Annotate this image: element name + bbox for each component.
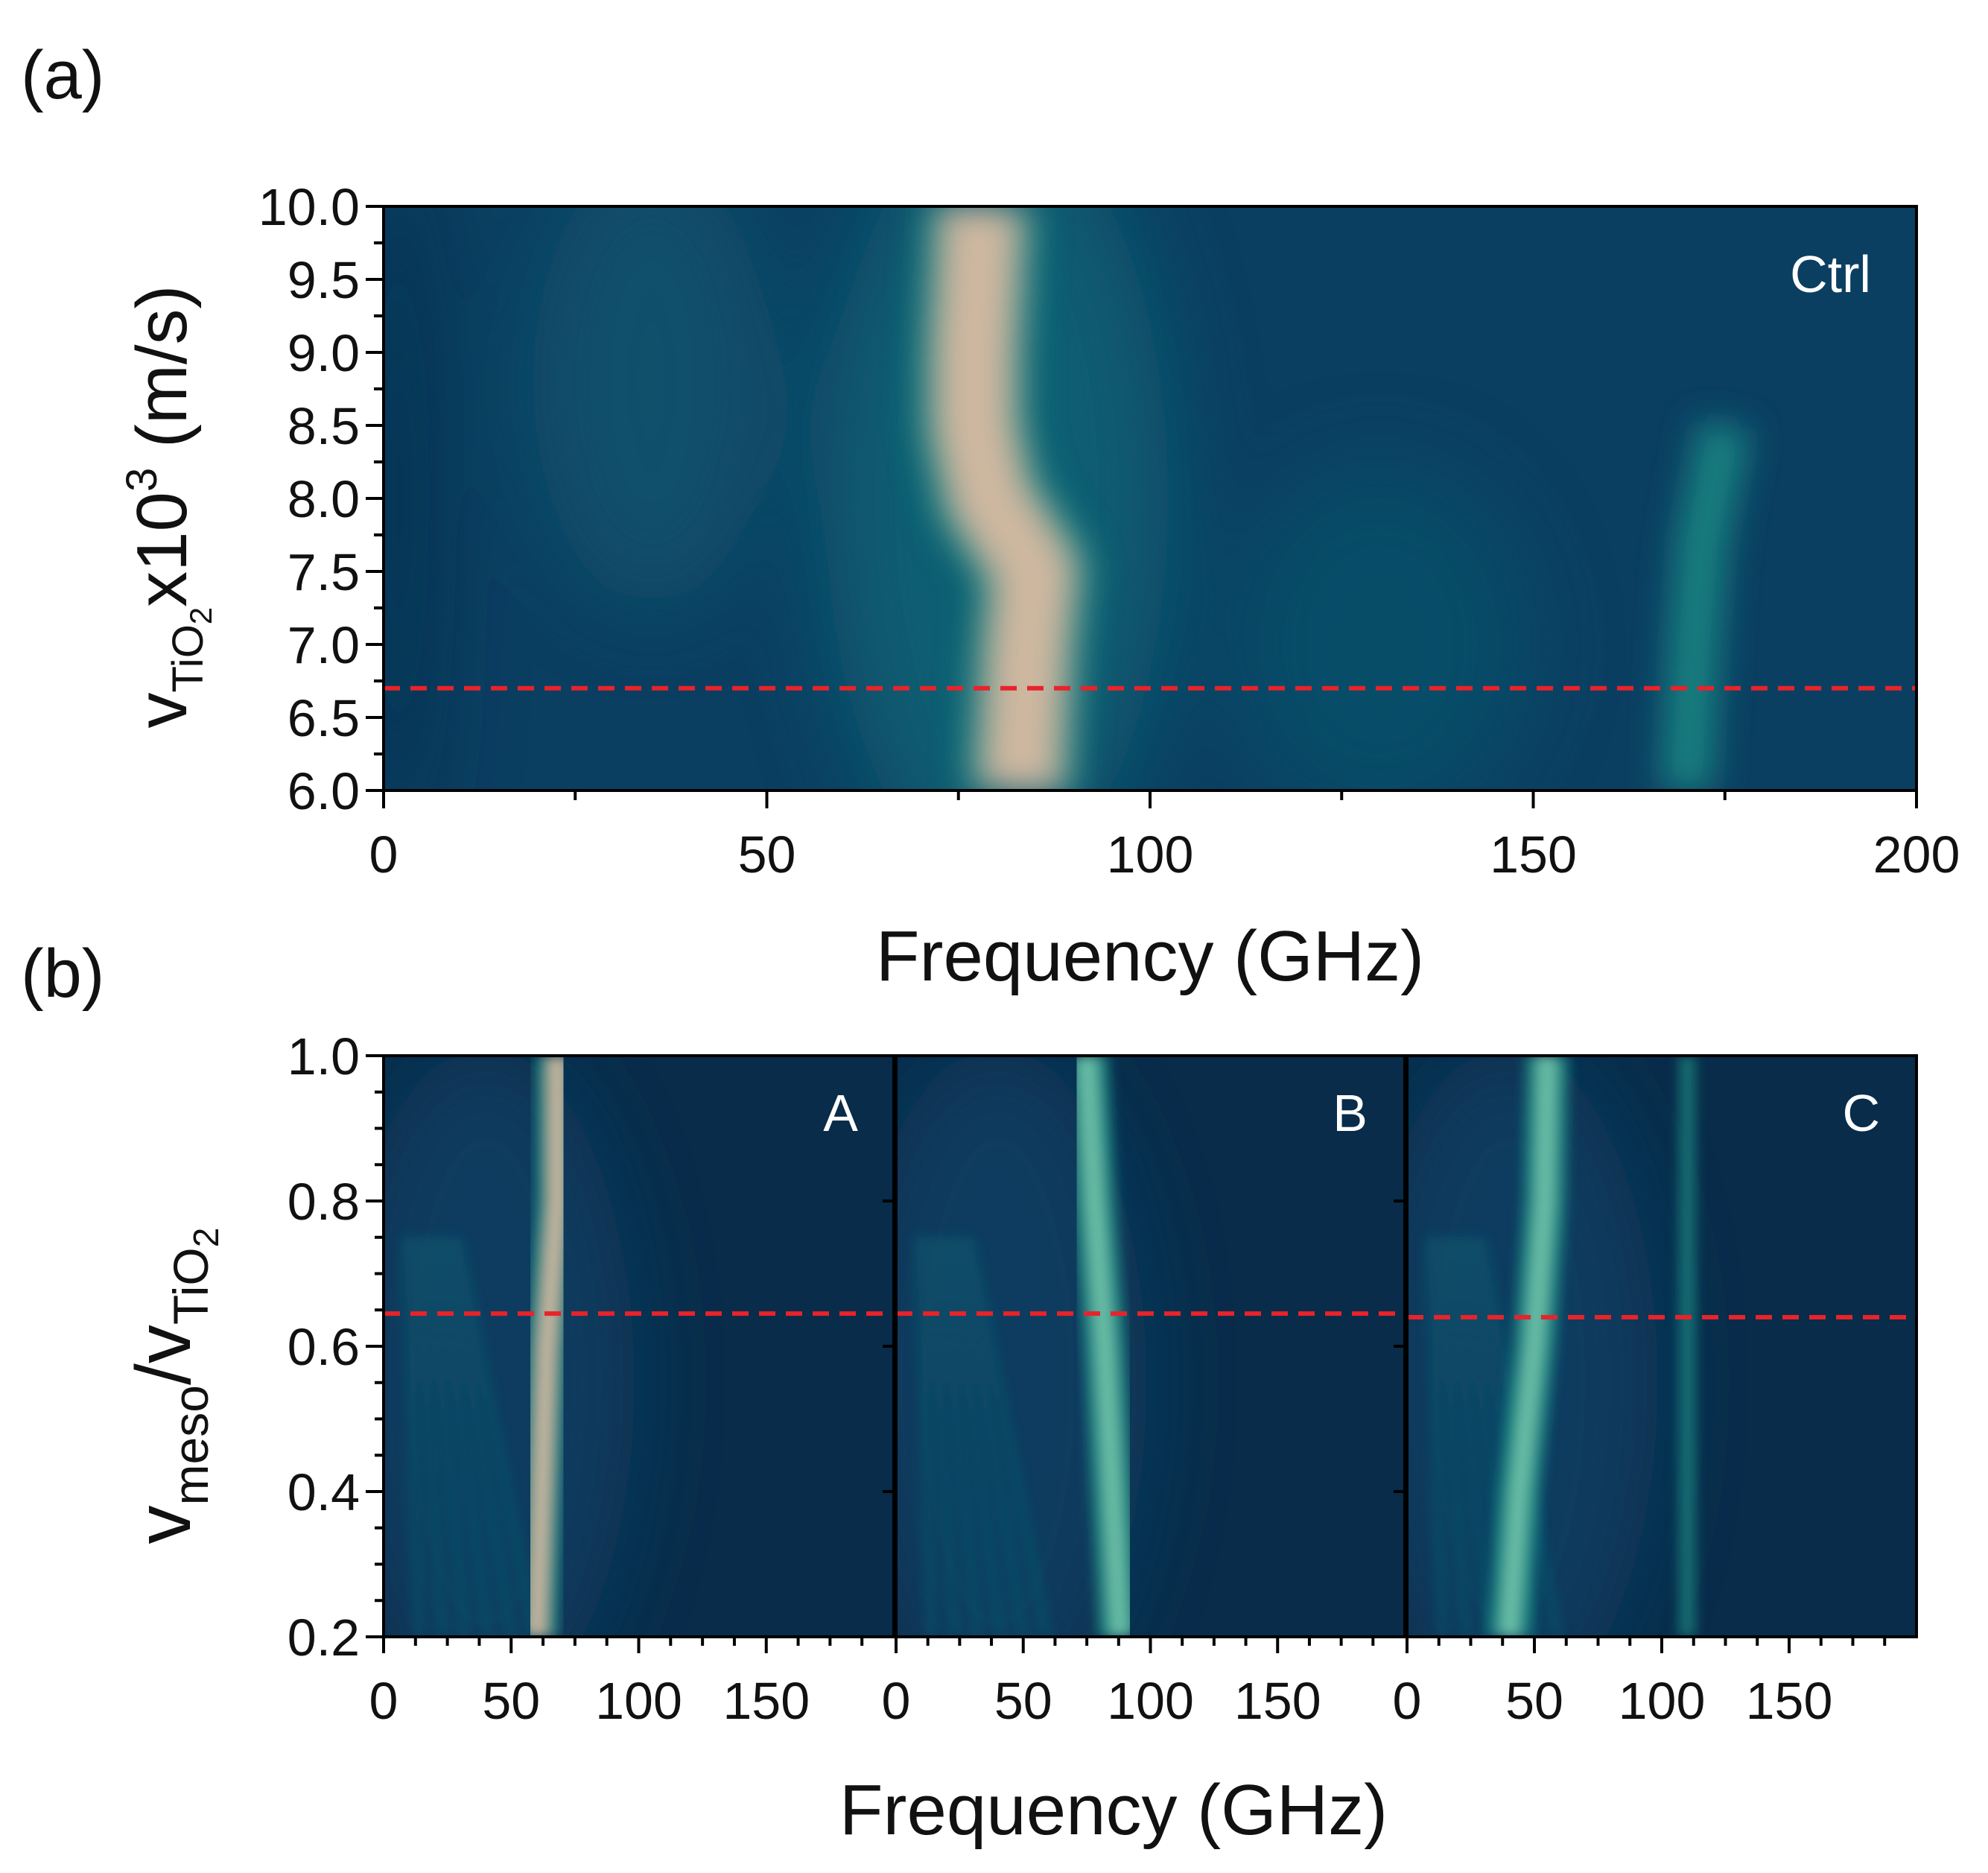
heatmap-a-ridges <box>918 206 1751 790</box>
x-tick-label-b: 150 <box>1234 1672 1321 1730</box>
y-tick-label-a: 6.0 <box>288 762 360 820</box>
y-tick-label-a: 8.5 <box>288 397 360 455</box>
fan-streak <box>1426 1237 1446 1637</box>
ridge-a-0 <box>938 206 1071 790</box>
x-tick-label-a: 200 <box>1873 825 1960 884</box>
y-tick-label-a: 9.0 <box>288 324 360 382</box>
y-title-b-sub2: TiO <box>163 1247 218 1325</box>
panel-a: 0 50 100 150 200 6.0 6.5 7.0 7.5 8.0 8.5 9.0 9.5 10.0… <box>118 178 1960 996</box>
fan-streak <box>956 1236 1027 1637</box>
x-tick-label-b: 50 <box>482 1672 540 1730</box>
panel-a-label: (a) <box>21 37 104 113</box>
x-tick-label-b: 100 <box>595 1672 682 1730</box>
y-tick-label-a: 8.0 <box>288 470 360 528</box>
y-title-b-main: v <box>121 1505 207 1544</box>
annotation-A: A <box>823 1084 858 1142</box>
x-tick-label-b: 100 <box>1619 1672 1706 1730</box>
x-tick-label-a: 150 <box>1490 825 1577 884</box>
fan-streak <box>433 1237 492 1637</box>
x-tick-label-a: 0 <box>369 825 398 884</box>
x-tick-label-b: 150 <box>723 1672 810 1730</box>
y-axis-title-b: vmeso/vTiO2 <box>121 1228 226 1544</box>
y-title-a-subsub: 2 <box>183 607 218 624</box>
x-tick-label-b: 0 <box>882 1672 911 1730</box>
heatmap-b-ridges <box>1487 1056 1696 1637</box>
fan-streak <box>945 1237 1004 1637</box>
fan-streak <box>915 1237 936 1637</box>
y-title-a-sub: TiO <box>164 624 212 692</box>
x-tick-label-b: 50 <box>1505 1672 1563 1730</box>
y-title-b-slash: /v <box>121 1325 207 1385</box>
y-title-b-subsub2: 2 <box>187 1228 226 1248</box>
y-tick-label-a: 6.5 <box>288 689 360 747</box>
fan-streak <box>1446 1237 1493 1637</box>
fan-streak <box>423 1237 469 1637</box>
y-title-a-rest: x10 <box>122 492 202 607</box>
x-axis-title-b: Frequency (GHz) <box>839 1770 1388 1850</box>
heatmap-b-ridges <box>515 1056 579 1637</box>
y-tick-label-a: 7.0 <box>288 616 360 674</box>
fan-streak <box>413 1237 446 1637</box>
heatmap-b-B <box>896 1056 1405 1637</box>
heatmap-b-C <box>1407 1056 1916 1637</box>
heatmap-b-fan <box>915 1236 1050 1637</box>
annotation-B: B <box>1333 1084 1368 1142</box>
y-tick-label-b: 0.4 <box>288 1463 360 1521</box>
ridge-b <box>1077 1056 1130 1637</box>
ridge-a-1 <box>1660 420 1751 790</box>
x-axis-title-a: Frequency (GHz) <box>876 916 1424 996</box>
haze-a-right <box>1230 466 1529 790</box>
y-tick-label-b: 1.0 <box>288 1027 360 1086</box>
y-tick-label-a: 7.5 <box>288 543 360 601</box>
fan-streak <box>402 1237 423 1637</box>
axis-ticks-b: 0 50 100 150 0 50 100 150 0 50 100 150 0.2 0.4 0.6 0.8 1… <box>288 1027 1887 1730</box>
axis-ticks-a: 0 50 100 150 200 6.0 6.5 7.0 7.5 8.0 8.5 9.0 9.5 10.0 <box>258 178 1960 884</box>
y-tick-label-b: 0.2 <box>288 1609 360 1667</box>
fan-streak <box>936 1237 982 1637</box>
heatmap-b-fan <box>402 1236 538 1637</box>
y-tick-label-b: 0.6 <box>288 1318 360 1376</box>
y-axis-title-a: vTiO2x103 (m/s) <box>118 285 218 729</box>
panel-b: 0 50 100 150 0 50 100 150 0 50 100 150 0.2 0.4 0.6 0.8 1… <box>121 1027 1918 1850</box>
y-title-a-main: v <box>122 692 202 728</box>
x-tick-label-a: 100 <box>1107 825 1194 884</box>
x-tick-label-b: 100 <box>1107 1672 1194 1730</box>
y-tick-label-b: 0.8 <box>288 1173 360 1231</box>
annotation-ctrl: Ctrl <box>1790 245 1871 303</box>
heatmap-a <box>384 206 1916 790</box>
y-tick-label-a: 10.0 <box>258 178 360 236</box>
y-title-a-sup: 3 <box>118 468 166 492</box>
haze-a-edge <box>384 206 429 790</box>
ridge-b <box>527 1056 567 1637</box>
fan-streak <box>925 1237 959 1637</box>
y-title-b-sub: meso <box>163 1385 218 1505</box>
y-tick-label-a: 9.5 <box>288 251 360 309</box>
heatmap-b-ridges <box>1065 1056 1142 1637</box>
x-tick-label-b: 0 <box>1393 1672 1422 1730</box>
x-tick-label-a: 50 <box>738 825 796 884</box>
fan-streak <box>966 1236 1050 1637</box>
haze-a-left <box>533 206 772 606</box>
x-tick-label-b: 0 <box>369 1672 398 1730</box>
panel-b-label: (b) <box>21 936 104 1012</box>
heatmap-b-A <box>384 1056 894 1637</box>
ridge-b <box>1499 1056 1557 1637</box>
y-title-a-unit: (m/s) <box>122 285 202 468</box>
fan-streak <box>443 1236 515 1637</box>
annotation-C: C <box>1842 1084 1880 1142</box>
x-tick-label-b: 150 <box>1746 1672 1833 1730</box>
x-tick-label-b: 50 <box>994 1672 1052 1730</box>
fan-streak <box>1436 1237 1470 1637</box>
